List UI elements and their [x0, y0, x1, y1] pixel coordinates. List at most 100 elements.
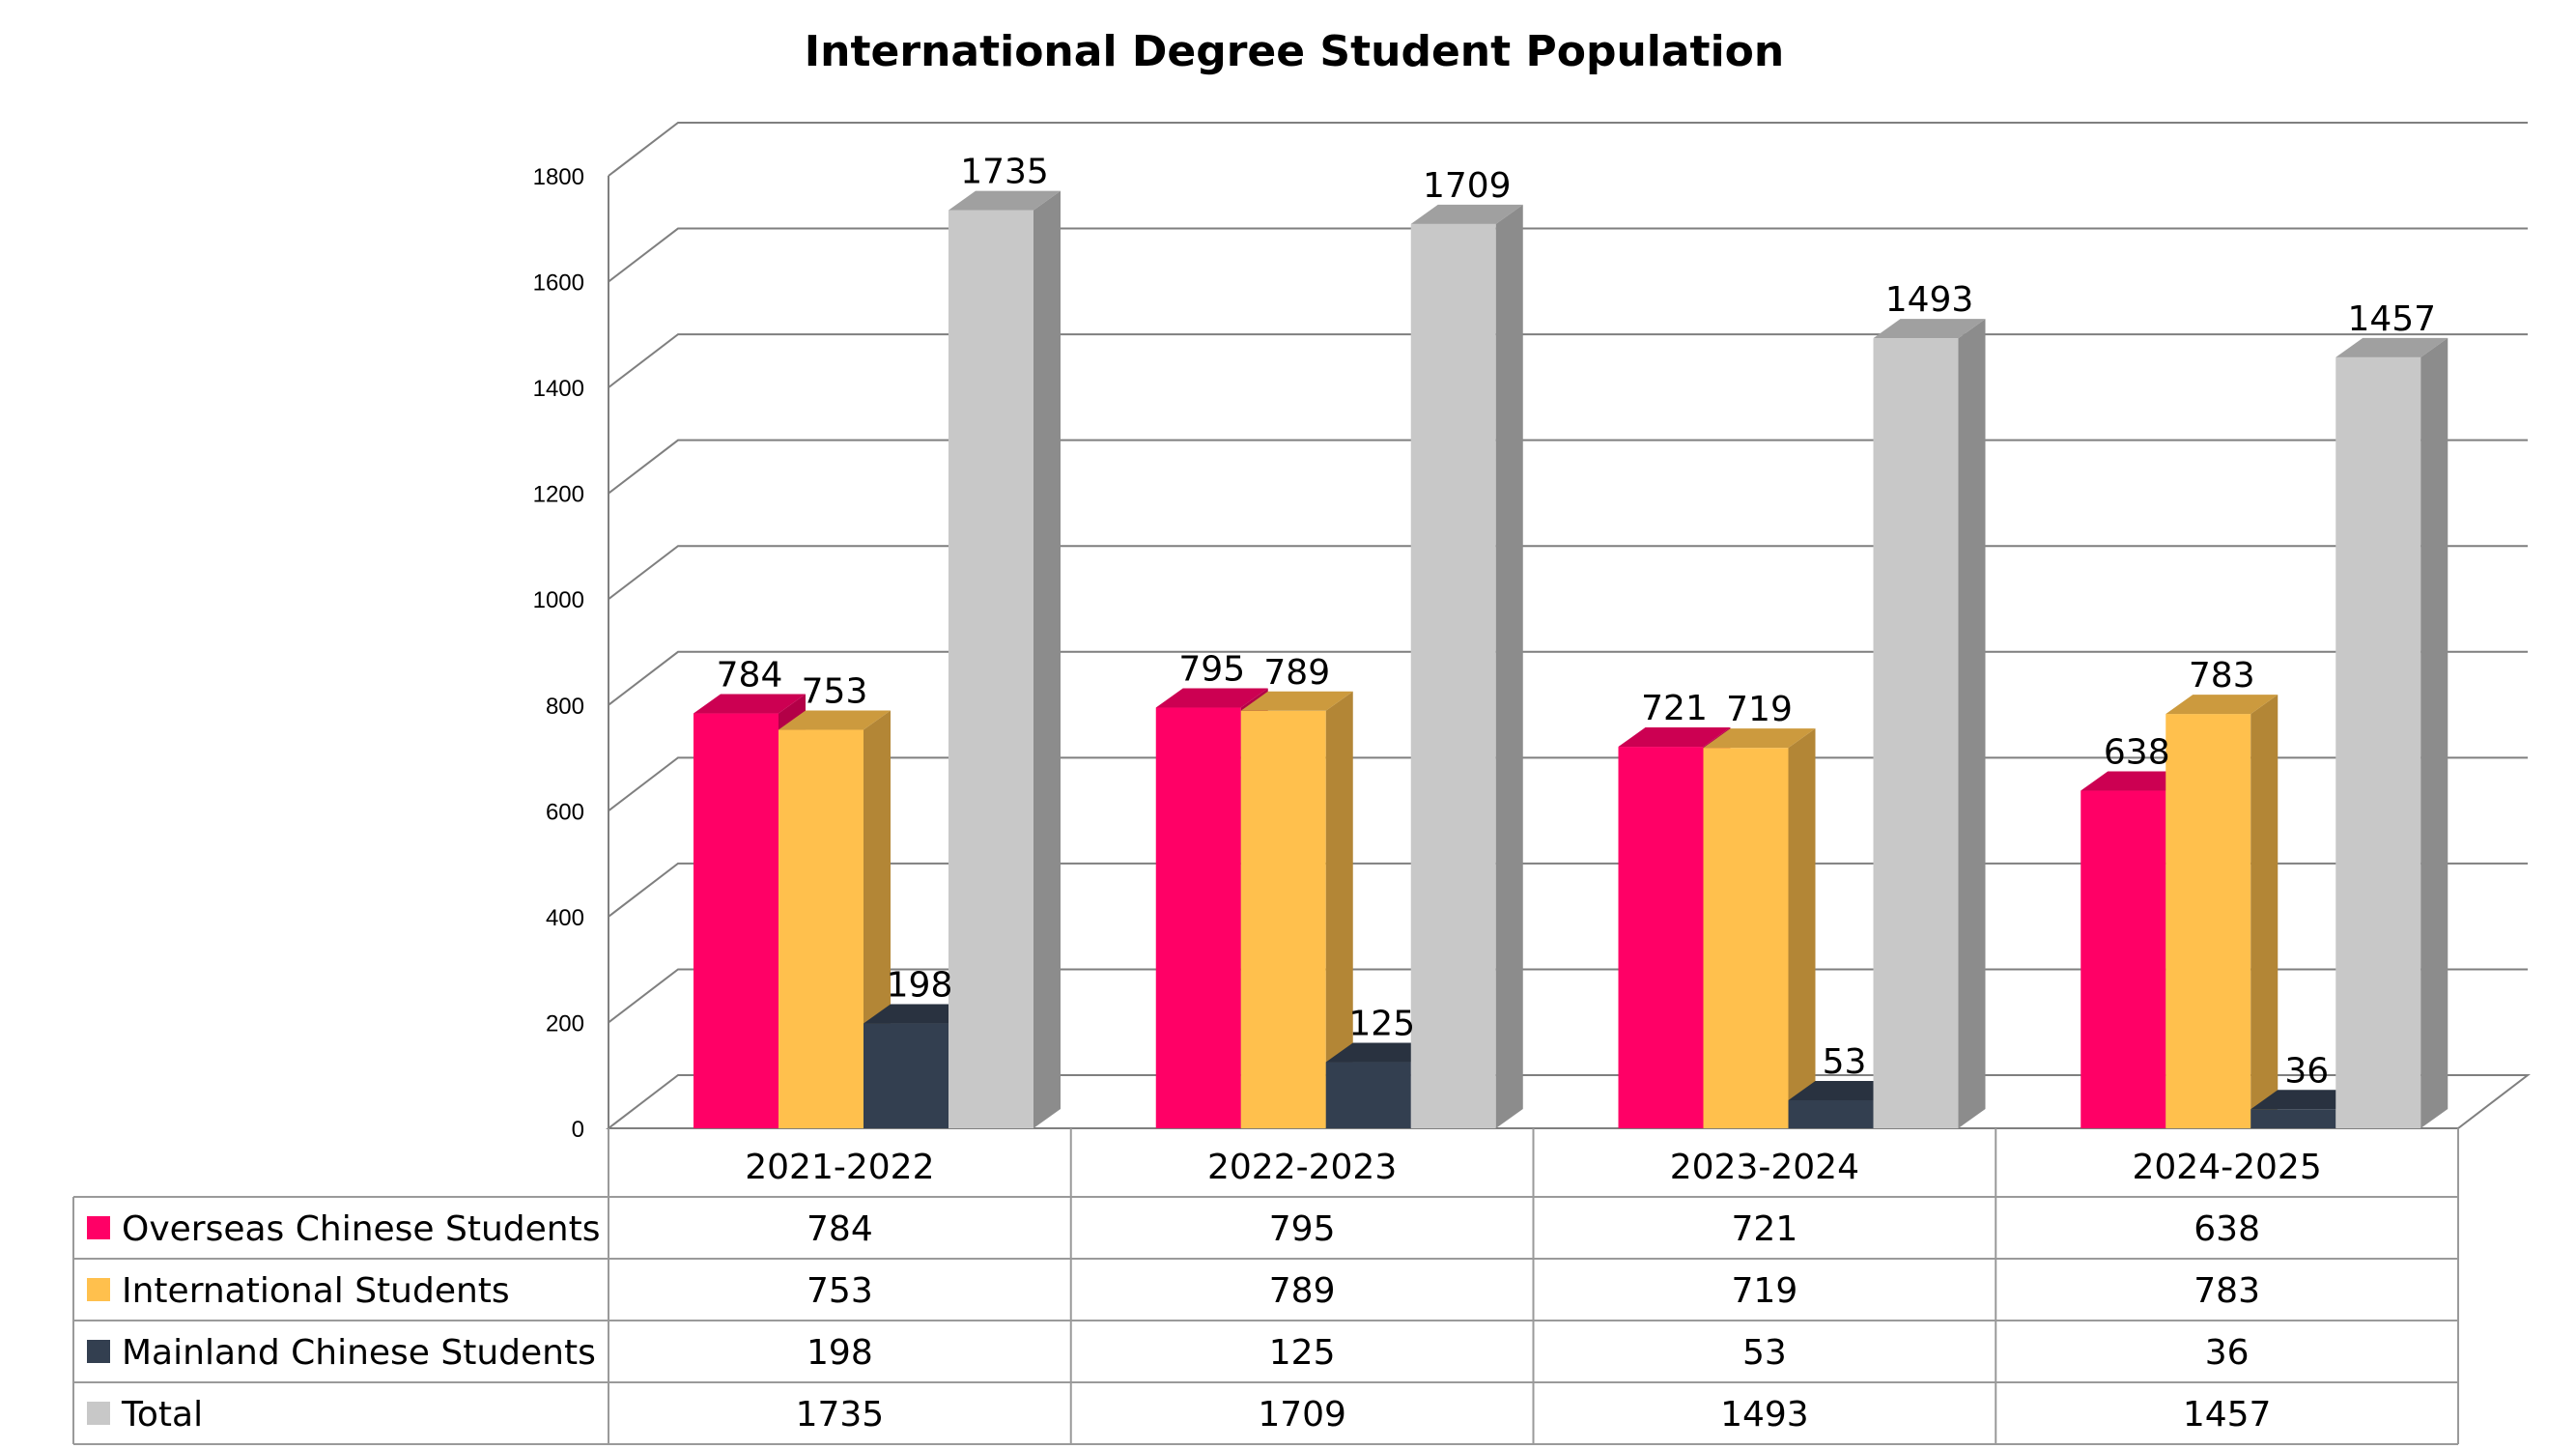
data-label: 1493 — [1885, 280, 1974, 320]
chart-title: International Degree Student Population — [805, 27, 1784, 76]
table-cell: 1457 — [2183, 1395, 2272, 1435]
bar-front — [1618, 747, 1704, 1128]
table-cell: 125 — [1269, 1333, 1336, 1373]
series-name: Overseas Chinese Students — [122, 1209, 601, 1249]
data-label: 784 — [717, 656, 783, 696]
series-name: Total — [121, 1395, 203, 1435]
bar-side — [1033, 190, 1061, 1128]
category-label: 2024-2025 — [2133, 1148, 2322, 1187]
data-label: 1735 — [960, 153, 1049, 192]
bar-top — [863, 1004, 976, 1024]
bar-front — [948, 210, 1033, 1128]
bar-top — [694, 694, 806, 714]
gridline — [608, 122, 2528, 177]
table-cell: 198 — [807, 1333, 873, 1373]
bar-side — [2250, 695, 2279, 1128]
bar-side — [1958, 319, 1986, 1128]
bar-top — [1873, 319, 1986, 339]
table-cell: 1493 — [1720, 1395, 1809, 1435]
series-name: Mainland Chinese Students — [122, 1333, 596, 1373]
y-tick-label: 1000 — [533, 587, 584, 613]
table-cell: 638 — [2194, 1209, 2260, 1249]
bar-front — [863, 1023, 948, 1128]
gridline — [608, 227, 2528, 283]
y-axis-ticks: 0 200 400 600 800 1000 1200 1400 1600 1800 — [533, 164, 584, 1143]
bar-top — [2081, 771, 2194, 791]
data-label: 1709 — [1423, 166, 1512, 206]
table-cell: 753 — [807, 1271, 873, 1311]
table-cell: 719 — [1732, 1271, 1798, 1311]
legend-key — [87, 1340, 110, 1363]
bar-top — [1155, 688, 1268, 708]
legend-key — [87, 1216, 110, 1239]
y-tick-label: 1200 — [533, 482, 584, 508]
y-tick-label: 1600 — [533, 270, 584, 297]
data-label: 1457 — [2347, 299, 2436, 339]
bar — [1873, 319, 1986, 1128]
bar — [1410, 204, 1523, 1128]
data-label: 36 — [2284, 1051, 2329, 1091]
bar-top — [2335, 337, 2449, 357]
gridline — [608, 439, 2528, 495]
y-tick-label: 200 — [546, 1010, 584, 1037]
bars — [694, 190, 2449, 1128]
bar-front — [778, 729, 863, 1128]
data-label: 783 — [2189, 656, 2255, 696]
bar-front — [1788, 1099, 1874, 1128]
data-label: 795 — [1178, 650, 1245, 690]
bar-top — [1788, 1080, 1901, 1100]
data-label: 753 — [802, 672, 868, 712]
bar-front — [1703, 748, 1789, 1128]
bar-front — [1410, 223, 1496, 1128]
bar — [948, 190, 1061, 1128]
bar-top — [2250, 1090, 2364, 1110]
data-label: 125 — [1348, 1005, 1415, 1044]
table-cell: 36 — [2205, 1333, 2250, 1373]
bar-top — [1410, 204, 1523, 224]
table-cell: 1735 — [796, 1395, 885, 1435]
data-label: 789 — [1263, 653, 1330, 693]
data-table: 2021-2022 2022-2023 2023-2024 2024-2025 Over… — [72, 1128, 2459, 1445]
category-label: 2021-2022 — [745, 1148, 934, 1187]
bar-front — [2250, 1109, 2336, 1128]
table-cell: 795 — [1269, 1209, 1336, 1249]
bar — [2335, 337, 2449, 1128]
legend-key — [87, 1402, 110, 1425]
data-label: 53 — [1823, 1042, 1867, 1082]
bar-top — [778, 710, 891, 730]
table-cell: 783 — [2194, 1271, 2260, 1311]
category-label: 2022-2023 — [1207, 1148, 1397, 1187]
data-label: 638 — [2104, 733, 2170, 773]
table-cell: 721 — [1732, 1209, 1798, 1249]
category-label: 2023-2024 — [1670, 1148, 1859, 1187]
bar-top — [2166, 695, 2279, 715]
bar-front — [1325, 1062, 1411, 1128]
bar — [1703, 728, 1816, 1128]
bar-top — [1618, 727, 1731, 748]
y-tick-label: 800 — [546, 694, 584, 720]
y-tick-label: 1800 — [533, 164, 584, 190]
bar-side — [1788, 728, 1816, 1128]
bar-side — [1495, 204, 1523, 1128]
y-tick-label: 400 — [546, 905, 584, 931]
bar — [2166, 695, 2279, 1128]
y-tick-label: 0 — [572, 1117, 584, 1143]
data-label: 721 — [1641, 689, 1708, 728]
bar-top — [948, 190, 1061, 211]
gridlines — [608, 122, 2528, 1024]
data-label: 198 — [887, 966, 953, 1006]
bar — [1240, 691, 1353, 1128]
y-tick-label: 1400 — [533, 376, 584, 402]
bar-front — [1873, 338, 1959, 1128]
table-cell: 1709 — [1258, 1395, 1346, 1435]
bar-front — [2166, 714, 2251, 1128]
bar-front — [2335, 356, 2421, 1128]
y-tick-label: 600 — [546, 799, 584, 825]
bar-side — [2420, 337, 2449, 1128]
bar-front — [1155, 707, 1241, 1128]
bar-front — [2081, 790, 2166, 1128]
gridline — [608, 333, 2528, 388]
series-name: International Students — [122, 1271, 510, 1311]
bar-top — [1703, 728, 1816, 749]
